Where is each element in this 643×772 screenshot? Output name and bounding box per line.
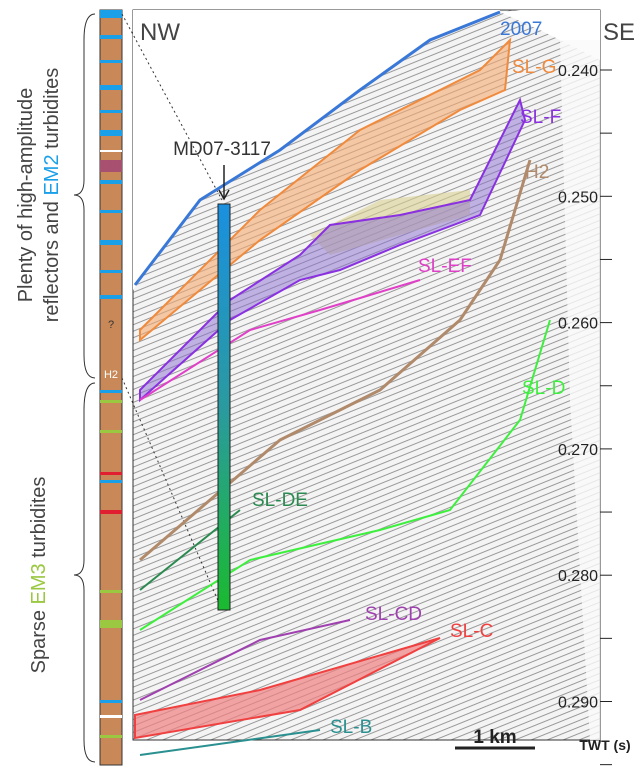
axis: 0.240 0.250 0.260 0.270 0.280 0.290 [558,63,612,766]
brace [73,382,96,763]
direction: NW [140,19,180,46]
core-mark: ? [108,319,114,331]
core [217,203,231,611]
core-mark: H2 [104,369,118,381]
horizon-label: 2007 [500,19,542,40]
tick-label: 0.260 [558,316,598,333]
horizon-label: SL-EF [418,256,472,277]
horizon-label: SL-G [512,57,556,78]
brace [73,13,96,379]
horizon-label: SL-CD [365,604,422,625]
horizon-label: SL-B [330,717,372,738]
horizon-label: H2 [525,162,549,183]
connector [121,13,223,201]
side-label: Sparse EM3 turbidites [28,477,50,674]
core-log: ? H2 [99,9,123,766]
scale-label: 1 km [473,727,516,748]
side-label: reflectors and EM2 turbidites [41,68,63,323]
tick-label: 0.250 [558,189,598,206]
horizon-label: SL-C [450,621,493,642]
tick-label: 0.290 [558,695,598,712]
connector [121,377,223,611]
tick-label: 0.280 [558,568,598,585]
horizon-label: SL-F [520,107,561,128]
horizons [133,10,551,756]
horizon-label: SL-D [522,378,565,399]
tick-label: 0.270 [558,442,598,459]
direction: SE [603,19,635,46]
core-name: MD07-3117 [173,139,271,160]
side-label: Plenty of high-amplitude [15,88,37,303]
axis-title: TWT (s) [579,737,630,753]
tick-label: 0.240 [558,63,598,80]
horizon-label: SL-DE [252,490,308,511]
